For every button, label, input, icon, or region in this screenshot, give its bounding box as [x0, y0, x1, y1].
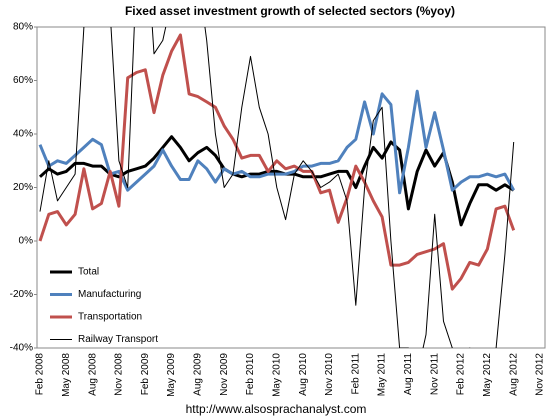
series-line	[38, 89, 516, 195]
x-tick-label: May 2010	[271, 353, 282, 397]
y-tick-label: 60%	[13, 75, 33, 86]
x-tick-label: Feb 2009	[140, 353, 151, 396]
series-group	[38, 27, 516, 348]
x-tick-label: Aug 2008	[87, 353, 98, 396]
x-tick-label: Aug 2010	[298, 353, 309, 396]
x-tick-label: Feb 2008	[35, 353, 46, 396]
footer: http://www.alsosprachanalyst.com	[186, 402, 367, 416]
x-tick-label: May 2008	[61, 353, 72, 397]
y-tick-label: 80%	[13, 22, 33, 33]
x-tick-label: Nov 2008	[114, 353, 125, 396]
x-tick-label: Aug 2012	[508, 353, 519, 396]
y-tick-label: -40%	[10, 343, 33, 354]
y-tick-label: 40%	[13, 129, 33, 140]
x-tick-label: Nov 2012	[535, 353, 546, 396]
x-tick-label: May 2012	[482, 353, 493, 397]
x-tick-label: Feb 2010	[245, 353, 256, 396]
legend-label: Railway Transport	[78, 334, 158, 345]
x-tick-label: Nov 2009	[219, 353, 230, 396]
y-tick-label: 0%	[19, 236, 34, 247]
x-tick-label: Nov 2011	[429, 353, 440, 396]
y-tick-label: 20%	[13, 182, 33, 193]
series-line	[39, 27, 515, 348]
series-line	[38, 33, 516, 291]
series-line	[38, 135, 515, 227]
y-tick-label: -20%	[10, 289, 33, 300]
x-tick-label: Aug 2009	[193, 353, 204, 396]
x-tick-label: Feb 2011	[350, 353, 361, 395]
x-tick-label: Feb 2012	[456, 353, 467, 396]
chart-title: Fixed asset investment growth of selecte…	[125, 4, 455, 18]
x-tick-label: Aug 2011	[403, 353, 414, 396]
legend-label: Transportation	[78, 312, 142, 323]
x-tick-label: May 2009	[166, 353, 177, 397]
legend-label: Total	[78, 267, 99, 278]
legend-label: Manufacturing	[78, 289, 141, 300]
x-tick-label: Nov 2010	[324, 353, 335, 396]
x-tick-label: May 2011	[377, 353, 388, 397]
